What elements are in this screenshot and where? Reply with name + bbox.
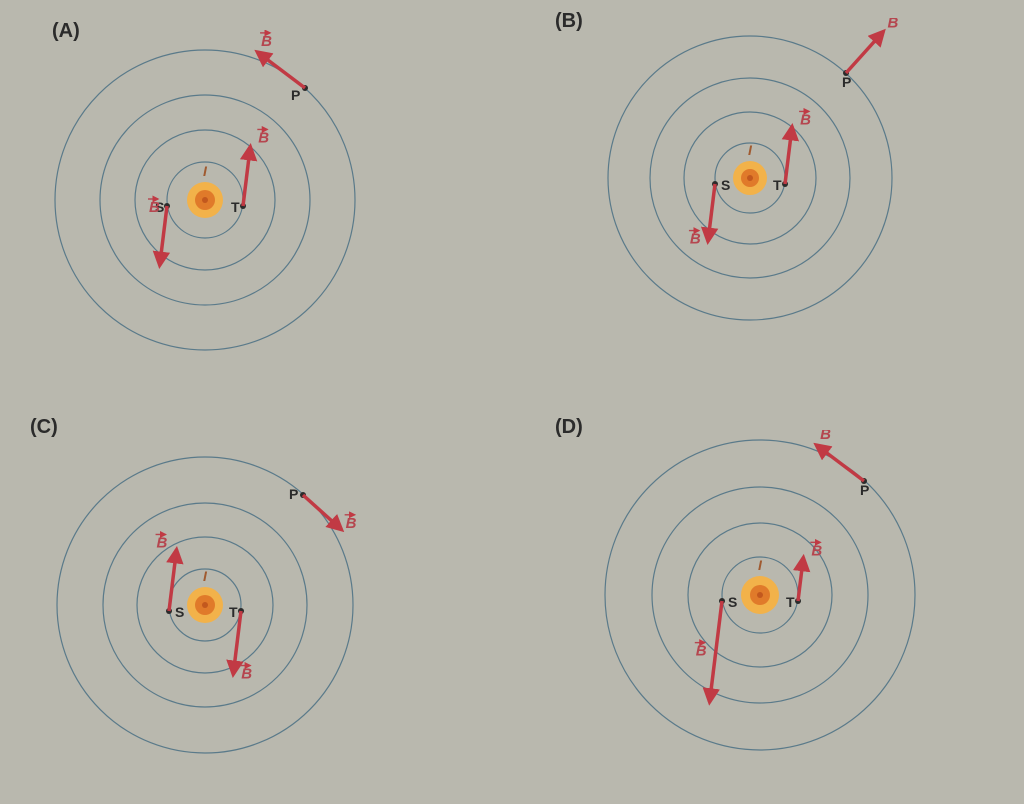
b-arrow-S [169,549,177,611]
b-label-P: B [261,33,272,50]
b-arrow-T [798,557,803,601]
b-label-S: B [149,199,160,216]
b-arrow-P [846,31,883,73]
point-label-P: P [291,87,300,103]
current-label: I [758,557,763,573]
conductor-dot [202,197,208,203]
diagram-D: I S B T B P B [560,430,960,790]
b-arrow-T [785,126,792,184]
point-label-P: P [860,482,869,498]
point-label-S: S [175,604,184,620]
b-label-P: B [887,18,898,31]
b-arrow-S [710,601,722,702]
b-arrow-P [257,52,305,88]
b-label-P: B [346,515,357,532]
conductor-dot [747,175,753,181]
point-label-T: T [229,604,238,620]
conductor-dot [757,592,763,598]
b-label-T: B [258,129,269,146]
point-label-P: P [289,486,298,502]
point-label-T: T [231,199,240,215]
b-label-S: B [696,643,707,660]
b-label-S: B [690,231,701,248]
b-label-T: B [811,542,822,559]
b-arrow-T [243,146,250,206]
diagram-C: I S B T B P B [20,430,400,780]
b-label-S: B [157,534,168,551]
point-label-S: S [728,594,737,610]
current-label: I [203,163,208,179]
conductor-dot [202,602,208,608]
diagram-B: I S B T B P B [560,18,940,338]
point-label-T: T [786,594,795,610]
point-label-T: T [773,177,782,193]
b-label-T: B [241,666,252,683]
b-arrow-P [816,445,864,481]
point-label-P: P [842,74,851,90]
current-label: I [203,568,208,584]
b-label-P: B [820,430,831,443]
diagram-A: ISBTBPB [20,30,400,370]
point-label-S: S [721,177,730,193]
b-label-T: B [800,111,811,128]
current-label: I [748,142,753,158]
b-arrow-P [303,495,342,530]
